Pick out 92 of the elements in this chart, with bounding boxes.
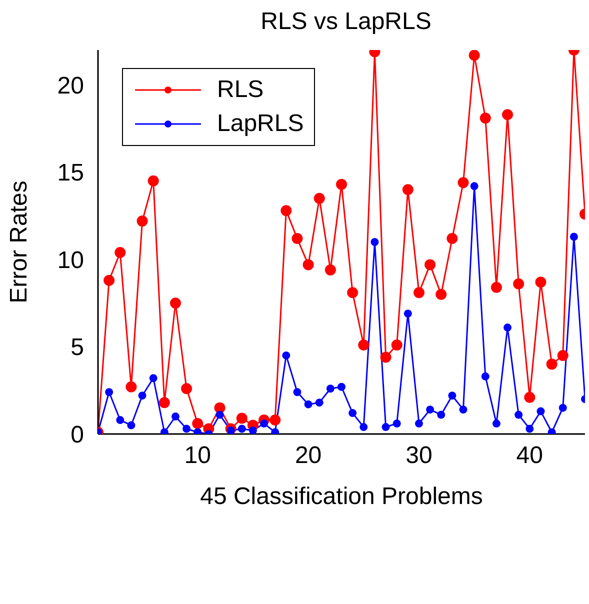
point — [558, 404, 567, 412]
point — [324, 264, 336, 276]
point — [138, 392, 146, 400]
point — [391, 339, 402, 350]
point — [557, 350, 568, 361]
point — [347, 287, 358, 298]
point — [424, 259, 436, 270]
point — [382, 423, 390, 432]
point — [194, 428, 202, 434]
point — [490, 282, 502, 293]
point — [458, 177, 469, 188]
point — [136, 216, 148, 227]
point — [336, 178, 347, 190]
point — [226, 426, 235, 434]
point — [526, 424, 534, 433]
point — [459, 406, 468, 414]
point — [170, 298, 181, 309]
point — [480, 112, 491, 124]
point — [148, 175, 159, 186]
point — [546, 358, 558, 370]
point — [105, 388, 114, 396]
point — [236, 412, 248, 424]
point — [570, 232, 578, 241]
point — [437, 410, 446, 419]
point — [414, 420, 423, 428]
point — [282, 351, 290, 360]
point — [280, 205, 292, 216]
point — [404, 310, 412, 318]
point — [171, 412, 180, 421]
point — [348, 409, 357, 418]
point — [304, 400, 312, 408]
point — [413, 287, 424, 298]
point — [370, 238, 379, 246]
y-tick-label: 15 — [57, 160, 84, 187]
point — [513, 278, 524, 290]
point — [492, 420, 500, 428]
point — [127, 421, 136, 430]
point — [535, 276, 546, 288]
legend-label: RLS — [217, 76, 264, 104]
point — [248, 426, 257, 434]
legend-label: LapRLS — [217, 110, 304, 138]
y-tick-label: 5 — [70, 334, 84, 362]
y-tick-label: 20 — [57, 72, 84, 100]
point — [182, 424, 191, 433]
point — [270, 414, 281, 426]
point — [114, 246, 126, 258]
y-tick-label: 0 — [70, 422, 84, 449]
point — [315, 398, 324, 407]
y-tick-label: 10 — [57, 246, 84, 274]
point — [360, 423, 368, 432]
point — [126, 381, 137, 392]
point — [302, 259, 314, 270]
point — [536, 407, 545, 416]
point — [314, 192, 325, 204]
point — [260, 420, 268, 428]
x-tick-label: 10 — [184, 442, 211, 470]
point — [426, 406, 434, 414]
point — [380, 352, 392, 363]
point — [149, 374, 158, 382]
point — [402, 184, 414, 196]
x-tick-label: 40 — [516, 442, 544, 470]
x-tick-label: 20 — [294, 442, 322, 470]
point — [116, 416, 124, 424]
point — [502, 109, 514, 120]
point — [392, 420, 401, 428]
point — [504, 324, 512, 332]
point — [446, 233, 458, 244]
point — [181, 383, 192, 394]
point — [358, 339, 370, 350]
point — [216, 410, 224, 419]
point — [436, 288, 447, 300]
point — [524, 392, 536, 403]
point — [481, 372, 490, 380]
point — [104, 274, 115, 286]
x-tick-label: 30 — [406, 442, 432, 470]
point — [271, 428, 280, 434]
chart-title: RLS vs LapRLS — [260, 8, 432, 36]
point — [514, 410, 523, 419]
point — [448, 392, 456, 400]
y-axis-title: Error Rates — [6, 180, 33, 304]
point — [292, 233, 303, 244]
x-axis-title: 45 Classification Problems — [200, 483, 483, 510]
point — [160, 428, 168, 434]
point — [192, 418, 204, 430]
point — [158, 397, 170, 408]
point — [470, 182, 478, 190]
point — [326, 384, 334, 393]
point — [238, 424, 246, 433]
point — [338, 382, 346, 391]
point — [548, 428, 556, 434]
point — [468, 50, 480, 61]
point — [293, 388, 302, 396]
